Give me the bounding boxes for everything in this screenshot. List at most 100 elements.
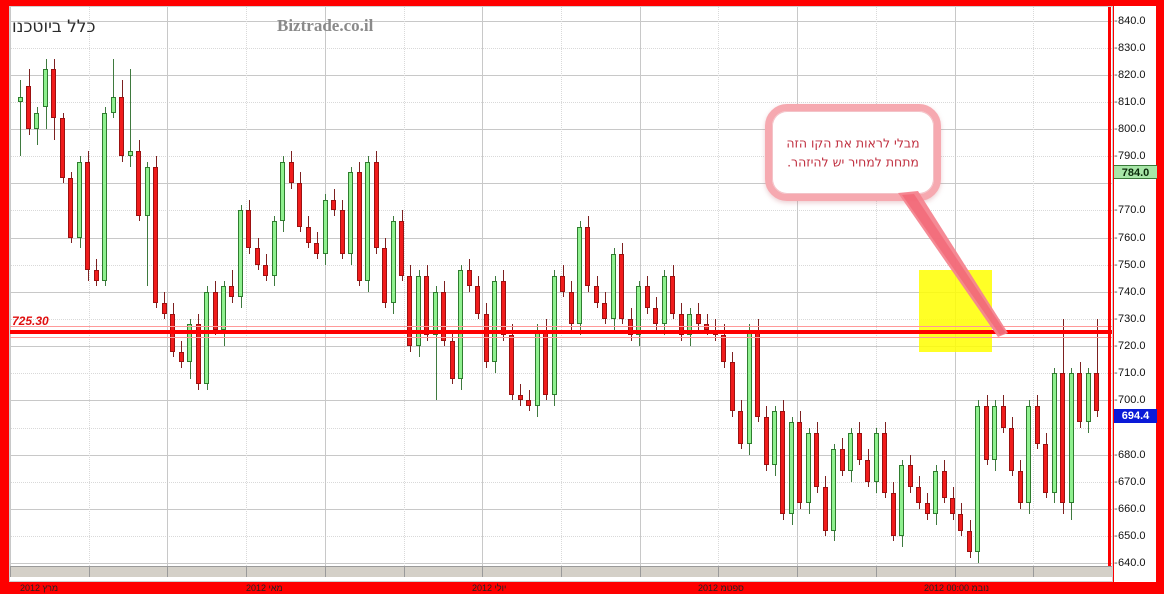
- gridline-v: [482, 7, 483, 574]
- marker-price-label[interactable]: 784.0: [1114, 165, 1157, 180]
- candle-body: [382, 248, 387, 303]
- candle-body: [255, 248, 260, 265]
- candle-body: [26, 85, 31, 130]
- candle-body: [764, 416, 769, 466]
- candle-body: [196, 324, 201, 385]
- price-tick-label: 720.0: [1118, 340, 1146, 353]
- gridline-v: [167, 7, 168, 574]
- support-line[interactable]: [10, 329, 1112, 334]
- candle-body: [153, 167, 158, 303]
- current-price-label[interactable]: 694.4: [1114, 408, 1157, 423]
- candle-body: [1069, 373, 1074, 504]
- candle-body: [874, 432, 879, 482]
- candle-body: [1052, 373, 1057, 493]
- candle-body: [577, 226, 582, 325]
- candle-body: [357, 172, 362, 281]
- candle-body: [984, 405, 989, 461]
- price-tick: -800.0: [1114, 123, 1146, 136]
- candle-body: [450, 340, 455, 379]
- price-tick-label: 700.0: [1118, 394, 1146, 407]
- candle-body: [102, 112, 107, 281]
- candle-wick: [20, 80, 21, 157]
- candle-body: [374, 161, 379, 249]
- gridline-v: [325, 7, 326, 574]
- watermark: Biztrade.co.il: [277, 16, 374, 35]
- date-separator: [718, 567, 719, 577]
- price-tick: -720.0: [1114, 340, 1146, 353]
- candle-body: [492, 281, 497, 363]
- candle-body: [365, 161, 370, 281]
- support-line-label: 725.30: [12, 313, 49, 328]
- date-separator: [482, 567, 483, 577]
- candle-body: [263, 264, 268, 276]
- gridline-v: [246, 7, 247, 574]
- gridline-v: [876, 7, 877, 574]
- price-tick: -700.0: [1114, 394, 1146, 407]
- date-separator: [561, 567, 562, 577]
- price-highlight-zone: [918, 270, 992, 352]
- candle-body: [1094, 373, 1099, 412]
- candle-body: [441, 291, 446, 341]
- candle-body: [331, 199, 336, 211]
- candle-body: [391, 221, 396, 303]
- date-separator: [955, 567, 956, 577]
- date-separator: [167, 567, 168, 577]
- date-separator: [89, 567, 90, 577]
- candle-body: [1026, 405, 1031, 504]
- candle-body: [569, 291, 574, 325]
- candle-body: [458, 270, 463, 379]
- candle-body: [738, 411, 743, 444]
- candle-body: [136, 150, 141, 216]
- annotation-line-2: מתחת למחיר יש להיזהר.: [787, 154, 919, 170]
- price-tick: -670.0: [1114, 475, 1146, 488]
- candle-body: [526, 400, 531, 406]
- candle-wick: [232, 270, 233, 303]
- candle-body: [179, 351, 184, 363]
- price-tick: -750.0: [1114, 258, 1146, 271]
- candle-body: [1077, 373, 1082, 423]
- candle-body: [85, 161, 90, 271]
- candle-body: [509, 335, 514, 395]
- candle-body: [925, 503, 930, 515]
- candle-body: [43, 69, 48, 108]
- candle-body: [797, 422, 802, 504]
- candle-body: [730, 362, 735, 412]
- candle-body: [221, 286, 226, 330]
- candle-body: [1060, 373, 1065, 504]
- price-tick-label: 730.0: [1118, 312, 1146, 325]
- candle-body: [789, 422, 794, 515]
- candle-body: [1018, 470, 1023, 504]
- candle-body: [340, 210, 345, 254]
- candle-wick: [707, 313, 708, 336]
- candle-body: [416, 275, 421, 347]
- candle-body: [1009, 427, 1014, 471]
- candle-body: [772, 411, 777, 466]
- price-tick-label: 640.0: [1118, 557, 1146, 570]
- annotation-callout[interactable]: מבלי לראות את הקו הזה מתחת למחיר יש להיז…: [765, 104, 941, 201]
- date-separator: [640, 567, 641, 577]
- candle-body: [806, 432, 811, 504]
- price-axis[interactable]: -840.0 -830.0 -820.0 -810.0 -800.0 -790.0 -770…: [1113, 6, 1157, 582]
- price-tick-label: 750.0: [1118, 258, 1146, 271]
- candle-body: [967, 530, 972, 553]
- candle-body: [899, 465, 904, 536]
- plot-area[interactable]: 725.30 כלל ביוטכנו Biztrade.co.il: [10, 7, 1112, 574]
- highlight-zones: [10, 7, 1112, 574]
- price-tick: -710.0: [1114, 367, 1146, 380]
- candle-body: [348, 172, 353, 254]
- date-separator: [246, 567, 247, 577]
- price-tick: -830.0: [1114, 41, 1146, 54]
- price-tick-label: 810.0: [1118, 95, 1146, 108]
- gridline-v: [89, 7, 90, 574]
- candle-body: [840, 449, 845, 471]
- candle-body: [950, 498, 955, 515]
- price-tick-label: 680.0: [1118, 448, 1146, 461]
- candle-body: [602, 302, 607, 319]
- candle-body: [942, 470, 947, 499]
- vertical-cursor-line[interactable]: [1108, 7, 1111, 574]
- candle-body: [865, 460, 870, 482]
- candle-body: [18, 96, 23, 102]
- candle-body: [696, 313, 701, 325]
- candle-body: [111, 96, 116, 113]
- support-line-halo: [10, 325, 1112, 327]
